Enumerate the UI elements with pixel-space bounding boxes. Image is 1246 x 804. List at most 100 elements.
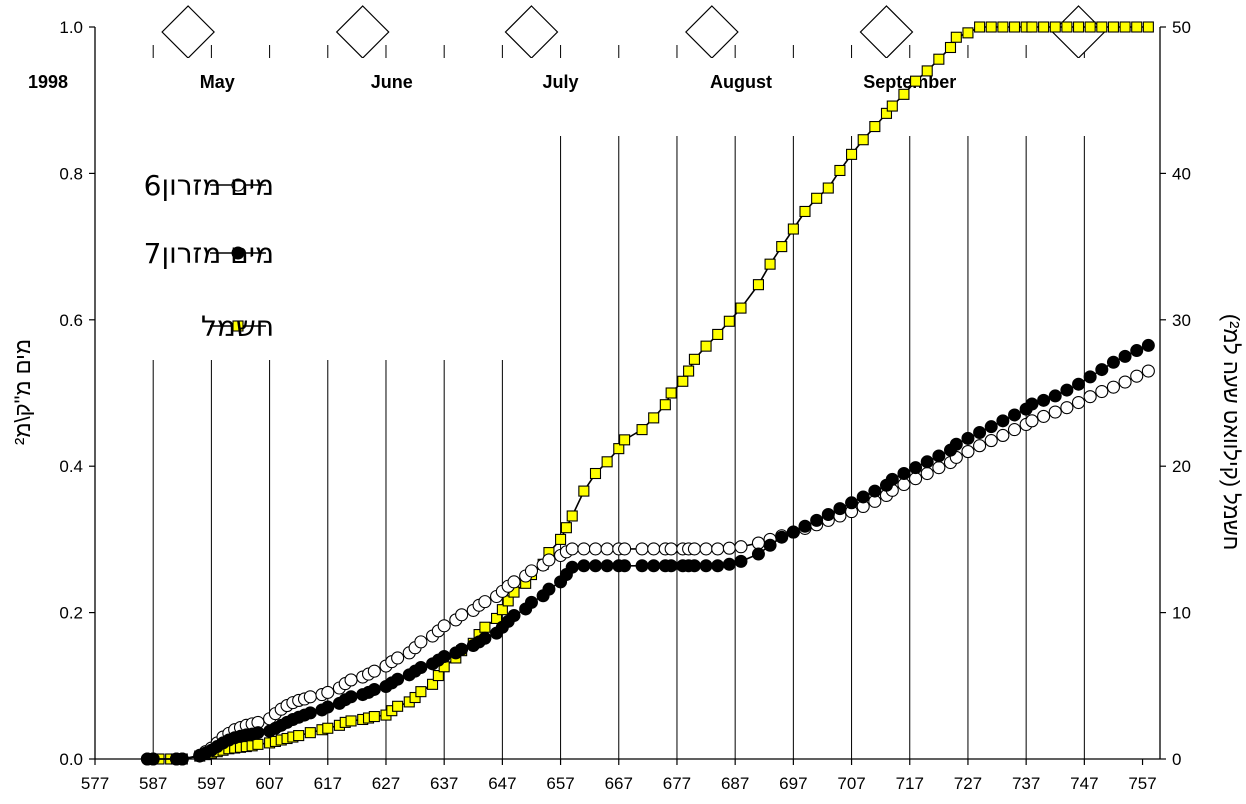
series-2-point [996, 414, 1010, 428]
series-1-point [664, 542, 678, 556]
month-label-may: May [200, 72, 235, 92]
month-label-september: September [863, 72, 956, 92]
series-3-point [1038, 21, 1050, 33]
series-3-point [479, 621, 491, 633]
series-1-point [1130, 369, 1144, 383]
y-right-tick-label: 50 [1172, 18, 1191, 37]
series-1-point [897, 477, 911, 492]
axes: 0.0 0.2 0.4 0.6 0.8 1.0 0 10 20 30 40 50 577 587 597 60… [59, 18, 1191, 793]
series-3-point [799, 205, 811, 218]
series-2-point [885, 472, 899, 486]
y-axis-left-title: מים מ"ק\מ² [10, 339, 35, 445]
series-2-point [734, 554, 748, 568]
series-3-point [589, 467, 602, 480]
series-2-point [1106, 355, 1120, 369]
series-3-point [1084, 21, 1096, 33]
series-3-point [304, 727, 316, 739]
series-3-point [752, 279, 764, 291]
series-2-point [1008, 408, 1022, 422]
series-3-point [1142, 21, 1154, 33]
series-2-point [786, 525, 800, 539]
x-tick-label: 637 [430, 774, 458, 793]
legend-bg [97, 136, 535, 360]
series-2-point [1025, 397, 1039, 411]
month-label-june: June [371, 72, 413, 92]
series-3-point [392, 700, 404, 712]
legend-item-3: חשמל [201, 310, 274, 343]
series-3-point [723, 315, 735, 327]
series-3-point [1072, 21, 1085, 33]
series-3-point [974, 21, 986, 33]
y-right-tick-label: 0 [1172, 750, 1181, 769]
series-3-point [659, 399, 671, 411]
y-right-tick-label: 20 [1172, 457, 1191, 476]
x-tick-label: 717 [896, 774, 924, 793]
x-tick-label: 617 [314, 774, 342, 793]
series-3-point [665, 387, 677, 399]
legend-label-1: מים מזרון6 [144, 169, 274, 202]
series-2-point [344, 690, 358, 704]
series-3-point [997, 21, 1009, 33]
series-3-point [496, 604, 508, 616]
series-2-point [897, 467, 911, 481]
series-3-point [1119, 21, 1131, 33]
series-1-point [367, 664, 381, 678]
y-left-tick-label: 0.8 [59, 164, 83, 183]
series-2-point [600, 559, 614, 573]
series-1-point [1007, 423, 1022, 437]
series-3-point [700, 340, 712, 352]
series-2 [140, 338, 1155, 766]
x-tick-label: 667 [605, 774, 633, 793]
series-3-point [432, 670, 444, 682]
x-tick-label: 657 [546, 774, 574, 793]
series-1-point [437, 619, 451, 633]
series-1-point [478, 595, 492, 609]
series-2-point [722, 557, 736, 571]
y-left-tick-label: 0.6 [59, 311, 83, 330]
series-3-point [619, 434, 631, 446]
series-3-point [776, 241, 788, 253]
series-3-point [601, 456, 613, 468]
series-2-point [1095, 363, 1109, 377]
x-tick-label: 647 [488, 774, 516, 793]
month-label-july: July [543, 72, 579, 92]
series-2-point [751, 547, 765, 561]
legend-marker-1 [231, 178, 245, 192]
series-2-point [455, 642, 469, 656]
series-2-point [711, 559, 725, 573]
series-2-point [542, 582, 556, 596]
series-3-point [578, 485, 590, 497]
series-1-point [414, 635, 428, 649]
series-1-point [1106, 380, 1120, 394]
series-1-point [1025, 414, 1039, 428]
series-3-point [910, 75, 922, 87]
series-2-point [251, 726, 265, 740]
series-3-point [962, 27, 974, 39]
series-3-point [886, 100, 898, 112]
series-3-point [950, 31, 962, 43]
series-1-point [920, 466, 934, 481]
series-3-point [787, 223, 799, 235]
y-left-tick-label: 0.2 [59, 604, 83, 623]
y-axis-right-title: חשמל (קילוואט שעה למ²) [1219, 314, 1244, 551]
series-1-point [1060, 401, 1074, 415]
series-3-point [252, 738, 264, 750]
series-2-point [618, 559, 632, 573]
series-2-point [647, 559, 661, 573]
series-1-point [600, 542, 614, 556]
series-1-point [455, 608, 469, 622]
series-1-point [391, 651, 405, 665]
x-tick-label: 757 [1128, 774, 1156, 793]
series-3-point [811, 192, 823, 204]
series-2-point [868, 484, 882, 498]
x-tick-label: 587 [139, 774, 167, 793]
legend-label-2: מים מזרון7 [144, 237, 274, 270]
legend-label-3: חשמל [201, 310, 274, 343]
series-1-point [711, 542, 725, 556]
x-tick-label: 707 [837, 774, 865, 793]
x-tick-label: 727 [954, 774, 982, 793]
series-2-point [1072, 377, 1086, 391]
series-1-point [1048, 405, 1062, 419]
series-2-point [821, 508, 835, 522]
